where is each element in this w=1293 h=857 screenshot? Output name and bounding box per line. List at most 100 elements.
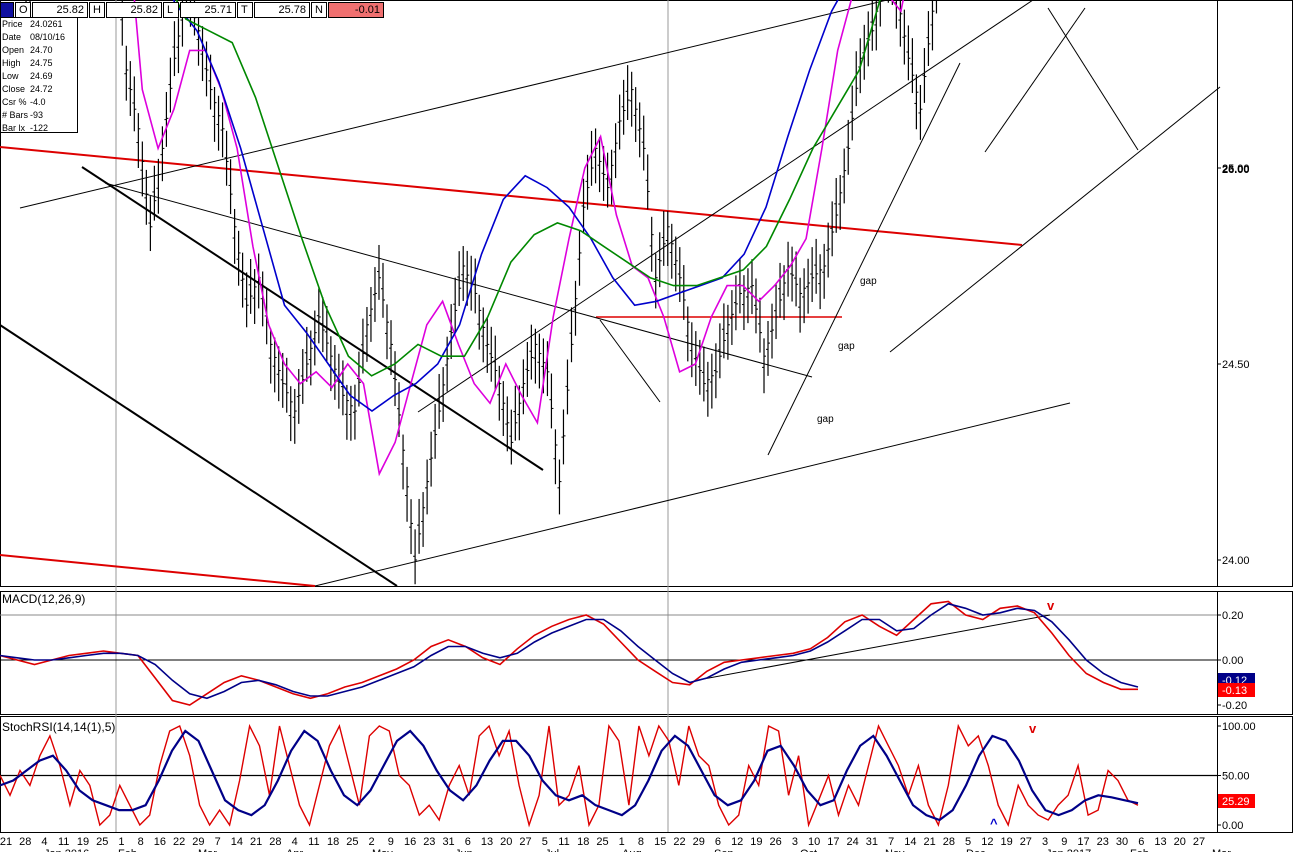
info-key: Low	[2, 71, 19, 81]
x-tick-label: 18	[577, 836, 589, 848]
x-tick-label: 1	[619, 836, 625, 848]
x-tick-label: 17	[827, 836, 839, 848]
x-tick-label: 23	[1097, 836, 1109, 848]
x-tick-label: 20	[500, 836, 512, 848]
info-value: 08/10/16	[30, 32, 66, 42]
x-tick-label: 2	[369, 836, 375, 848]
x-tick-label: 19	[1000, 836, 1012, 848]
x-tick-label: 21	[0, 836, 12, 848]
x-tick-label: 14	[231, 836, 243, 848]
x-tick-label: 27	[519, 836, 531, 848]
x-month-label: Dec	[966, 848, 986, 852]
x-month-label: Apr	[286, 848, 303, 852]
x-tick-label: 20	[1174, 836, 1186, 848]
trend-line	[0, 146, 1023, 246]
x-month-label: Nov	[885, 848, 905, 852]
panel-frame	[0, 716, 1293, 833]
open-value: 25.82	[32, 2, 88, 18]
x-tick-label: 31	[866, 836, 878, 848]
axis-value-label-box	[1218, 794, 1255, 808]
info-key: Date	[2, 32, 22, 42]
trend-line	[19, 0, 888, 209]
info-value: 24.75	[30, 58, 53, 68]
low-value: 25.71	[180, 2, 236, 18]
x-tick-label: 7	[215, 836, 221, 848]
gap-annotation: gap	[860, 276, 877, 287]
x-tick-label: 16	[154, 836, 166, 848]
macd-trend-line	[697, 614, 1051, 681]
x-tick-label: 13	[1154, 836, 1166, 848]
y-tick-label: 0.20	[1222, 610, 1243, 622]
moving-average-fast	[133, 0, 904, 477]
x-tick-label: 11	[558, 836, 569, 848]
open-key: O	[15, 2, 31, 18]
high-value: 25.82	[106, 2, 162, 18]
x-tick-label: 18	[327, 836, 339, 848]
macd-line	[0, 600, 1138, 706]
x-tick-label: 27	[1020, 836, 1032, 848]
x-tick-label: 16	[404, 836, 416, 848]
x-tick-label: 9	[1061, 836, 1067, 848]
x-tick-label: 21	[250, 836, 262, 848]
trend-line	[0, 554, 316, 587]
trend-line	[417, 0, 1034, 413]
x-tick-label: 19	[77, 836, 89, 848]
info-row: High 24.75	[2, 57, 77, 70]
x-tick-label: 29	[192, 836, 204, 848]
x-month-label: Jan 2017	[1046, 848, 1091, 852]
close-key: T	[237, 2, 253, 18]
low-key: L	[163, 2, 179, 18]
x-tick-label: 3	[792, 836, 798, 848]
info-key: High	[2, 58, 21, 68]
moving-average-slow	[175, 0, 881, 377]
info-value: 24.0261	[30, 19, 63, 29]
x-tick-label: 30	[1116, 836, 1128, 848]
y-tick-label: -0.20	[1222, 700, 1247, 712]
net-key: N	[311, 2, 327, 18]
x-tick-label: 11	[308, 836, 319, 848]
x-tick-label: 19	[750, 836, 762, 848]
info-row: Csr % -4.0	[2, 96, 77, 109]
info-value: 24.72	[30, 84, 53, 94]
info-key: Price	[2, 19, 23, 29]
info-row: # Bars -93	[2, 109, 77, 122]
x-tick-label: 28	[943, 836, 955, 848]
trend-line	[889, 86, 1221, 353]
trend-line	[1047, 7, 1139, 151]
y-tick-label: 0.00	[1222, 820, 1243, 832]
x-tick-label: 12	[981, 836, 993, 848]
y-tick-label: 0.00	[1222, 655, 1243, 667]
info-row: Low 24.69	[2, 70, 77, 83]
series-color-swatch	[0, 2, 14, 18]
x-month-label: Mar	[1212, 848, 1231, 852]
x-tick-label: 26	[770, 836, 782, 848]
panel-frame	[0, 0, 1293, 587]
axis-value-label: 25.29	[1222, 796, 1250, 808]
x-tick-label: 6	[715, 836, 721, 848]
x-tick-label: 1	[118, 836, 124, 848]
x-tick-label: 8	[638, 836, 644, 848]
x-tick-label: 31	[442, 836, 454, 848]
cursor-info-panel: Price 24.0261 Date 08/10/16 Open 24.70 High…	[0, 17, 78, 133]
x-tick-label: 12	[731, 836, 743, 848]
x-tick-label: 25	[346, 836, 358, 848]
info-row: Price 24.0261	[2, 18, 77, 31]
x-tick-label: 28	[19, 836, 31, 848]
x-tick-label: 5	[965, 836, 971, 848]
info-key: Bar lx	[2, 123, 26, 133]
x-month-label: Jun	[455, 848, 473, 852]
x-tick-label: 3	[1042, 836, 1048, 848]
axis-value-label: -0.13	[1222, 685, 1247, 697]
x-month-label: Oct	[800, 848, 817, 852]
x-tick-label: 5	[542, 836, 548, 848]
x-tick-label: 13	[481, 836, 493, 848]
x-tick-label: 24	[847, 836, 859, 848]
x-tick-label: 6	[1138, 836, 1144, 848]
info-value: 24.69	[30, 71, 53, 81]
x-month-label: Jan 2016	[44, 848, 89, 852]
x-month-label: Mar	[198, 848, 217, 852]
sell-signal-marker: v	[1047, 598, 1055, 613]
x-tick-label: 4	[292, 836, 298, 848]
x-month-label: Aug	[622, 848, 642, 852]
axis-value-label: 26.00	[1222, 164, 1250, 176]
